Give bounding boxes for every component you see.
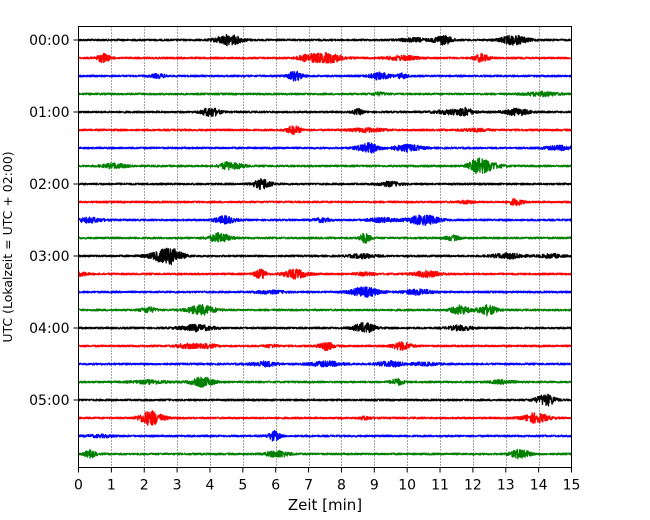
x-tick-label: 3 [173,478,182,494]
y-tick-label: 00:00 [29,33,69,49]
y-tick-label: 03:00 [29,249,69,265]
plot-frame [78,26,572,468]
trace-line [77,52,573,64]
trace-line [77,157,573,175]
trace-line [77,232,573,244]
x-tick-label: 12 [464,478,482,494]
y-axis-ticks: 00:00 01:00 02:00 03:00 04:00 05:00 [29,33,79,409]
trace-line [77,268,573,280]
trace-line [77,448,572,460]
x-tick-label: 1 [107,478,116,494]
trace-line [77,33,573,47]
trace-line [77,142,573,154]
x-axis-label: Zeit [min] [288,496,362,514]
x-tick-label: 10 [398,478,416,494]
trace-line [77,304,573,317]
trace-line [78,341,572,352]
trace-line [78,410,573,426]
x-tick-label: 5 [238,478,247,494]
y-tick-label: 02:00 [29,177,69,193]
trace-line [77,106,573,117]
x-tick-label: 11 [431,478,449,494]
trace-line [77,286,573,298]
trace-line [77,360,573,368]
trace-line [78,247,573,266]
trace-line [77,198,572,207]
trace-line [77,214,573,227]
x-tick-label: 7 [304,478,313,494]
y-tick-label: 04:00 [29,321,69,337]
x-tick-label: 9 [370,478,379,494]
x-tick-label: 0 [74,478,83,494]
x-tick-label: 8 [337,478,346,494]
trace-group [77,33,573,460]
y-axis-label: UTC (Lokalzeit = UTC + 02:00) [0,151,15,342]
trace-line [77,125,573,135]
x-tick-label: 6 [271,478,280,494]
x-tick-label: 4 [206,478,215,494]
trace-line [77,376,573,388]
trace-line [78,393,572,407]
trace-line [77,70,573,82]
x-tick-label: 13 [497,478,515,494]
trace-line [77,178,573,191]
x-tick-label: 15 [563,478,581,494]
y-tick-label: 05:00 [29,393,69,409]
x-axis-ticks: 0 1 2 3 4 5 6 7 8 9 10 11 12 13 14 15 [74,467,581,494]
y-tick-label: 01:00 [29,105,69,121]
x-tick-label: 2 [140,478,149,494]
trace-line [78,90,573,98]
x-tick-label: 14 [530,478,548,494]
trace-line [77,321,573,334]
trace-line [77,429,572,442]
